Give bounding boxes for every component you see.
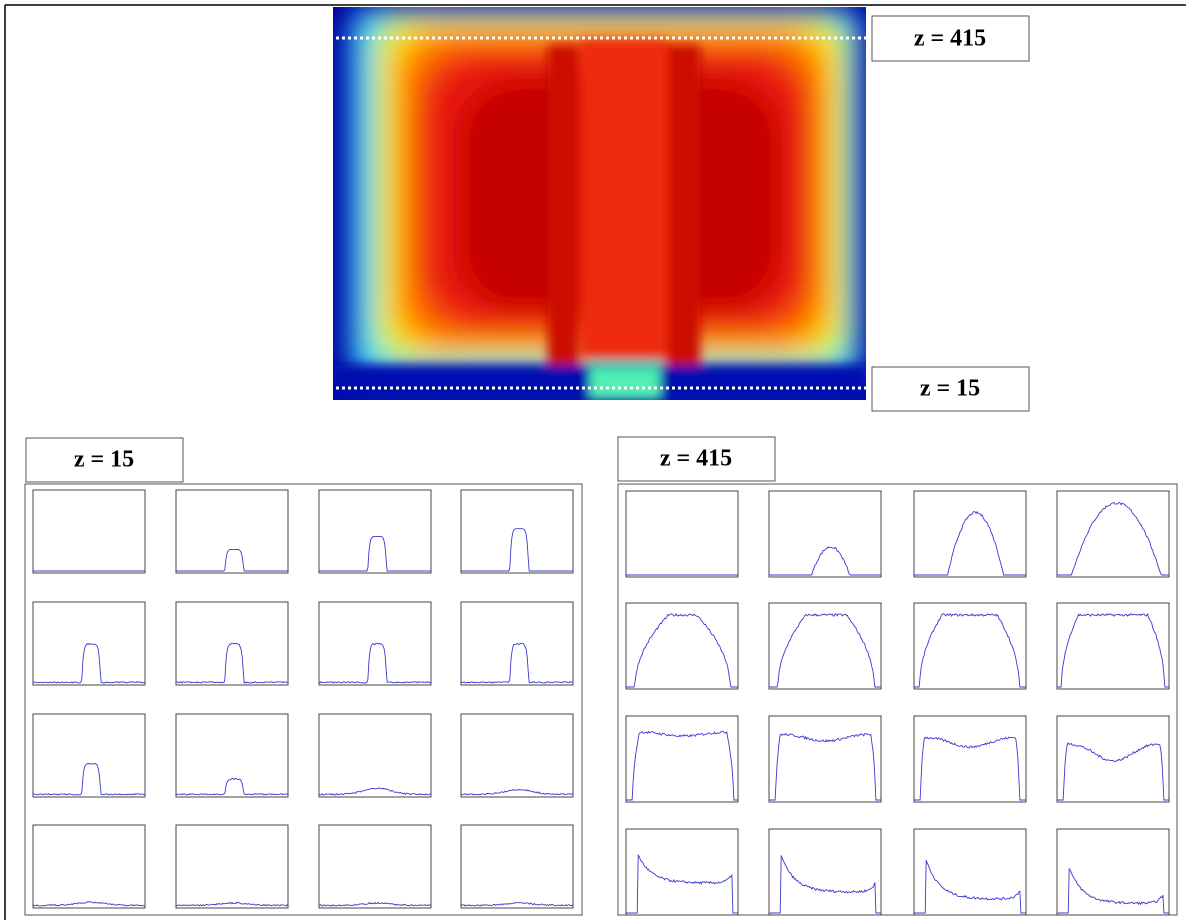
profile-plot [1056, 602, 1170, 690]
profile-curve [1057, 612, 1169, 688]
z-label-bottom: z = 15 [920, 376, 980, 402]
label-box [871, 15, 1030, 62]
panel-title-box [617, 436, 776, 482]
profile-curve [914, 613, 1026, 688]
profile-plot [175, 489, 289, 574]
profile-curve [769, 613, 881, 688]
profile-curve [319, 535, 431, 572]
profile-plot [32, 713, 146, 798]
profile-plot [1056, 828, 1170, 916]
profile-curve [1057, 742, 1169, 801]
profile-curve [626, 613, 738, 688]
profile-curve [32, 901, 146, 907]
profile-plot [175, 713, 289, 798]
profile-curve [176, 548, 288, 572]
profile-plot [768, 715, 882, 803]
profile-curve [914, 859, 1026, 914]
profile-curve [318, 901, 432, 907]
profile-curve [460, 642, 573, 684]
profile-curve [32, 762, 146, 796]
profile-curve [175, 642, 289, 684]
profile-curve [460, 902, 574, 907]
profile-plot [913, 490, 1027, 578]
profile-curve [175, 777, 289, 796]
profile-plot [768, 602, 882, 690]
profile-plot [625, 490, 739, 578]
profile-curve [1057, 501, 1169, 576]
label-box [871, 366, 1030, 412]
profile-plot [318, 713, 432, 798]
profile-curve [318, 642, 432, 684]
profile-grid [32, 489, 1170, 916]
profile-plot [1056, 490, 1170, 578]
heatmap [333, 7, 866, 400]
profile-curve [318, 787, 432, 796]
panel-title: z = 415 [660, 446, 732, 472]
profile-plot [32, 489, 146, 574]
profile-curve [461, 788, 574, 796]
profile-curve [769, 546, 881, 576]
profile-plot [913, 828, 1027, 916]
profile-curve [914, 510, 1026, 576]
z-label-top: z = 415 [914, 26, 986, 52]
profile-plot [460, 824, 574, 909]
profile-plot [318, 824, 432, 909]
profile-curve [769, 855, 881, 914]
profile-curve [1057, 867, 1169, 914]
profile-plot [768, 828, 882, 916]
profile-curve [32, 643, 146, 684]
profile-plot [318, 601, 432, 686]
profile-plot [768, 490, 882, 578]
profile-plot [460, 713, 574, 798]
profile-plot [318, 489, 432, 574]
profile-plot [1056, 715, 1170, 803]
profile-plot [32, 824, 146, 909]
profile-plot [913, 602, 1027, 690]
panel-title: z = 15 [74, 447, 134, 473]
panel-title-box [25, 437, 184, 483]
profile-plot [913, 715, 1027, 803]
profile-curve [461, 528, 573, 572]
profile-curve [914, 736, 1026, 801]
profile-curve [769, 732, 881, 801]
profile-curve [626, 854, 738, 914]
profile-plot [625, 715, 739, 803]
profile-curve [626, 730, 738, 801]
profile-plot [175, 824, 289, 909]
profile-curve [175, 901, 289, 907]
profile-plot [625, 828, 739, 916]
profile-plot [460, 489, 574, 574]
